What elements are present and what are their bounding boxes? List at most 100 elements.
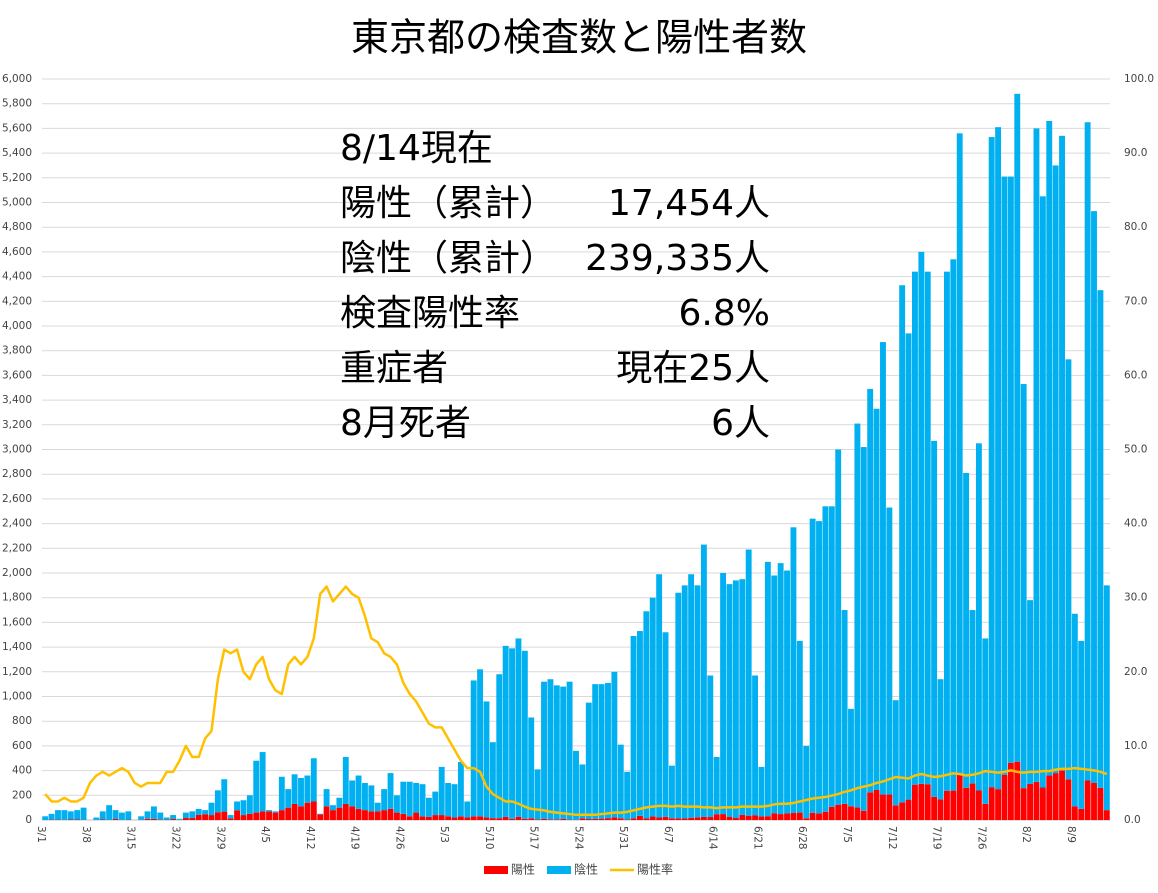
y2-tick-label: 50.0 [1124, 444, 1147, 456]
bar [221, 779, 227, 811]
bar [701, 817, 707, 820]
y-tick-label: 800 [12, 715, 32, 727]
y-tick-label: 2,200 [2, 542, 32, 554]
y-tick-label: 4,400 [2, 271, 32, 283]
bar [170, 815, 176, 819]
x-tick-label: 3/29 [214, 826, 226, 850]
y-tick-label: 4,800 [2, 221, 32, 233]
y-tick-label: 5,800 [2, 98, 32, 110]
bar [560, 819, 566, 820]
bar [675, 818, 681, 820]
bar [471, 680, 477, 816]
bar [765, 816, 771, 820]
bar [867, 792, 873, 820]
bar [656, 574, 662, 817]
bar [260, 752, 266, 811]
bar [592, 819, 598, 820]
bar [611, 817, 617, 820]
bar [311, 758, 317, 801]
bar [209, 815, 215, 820]
bar [637, 631, 643, 816]
bar [189, 818, 195, 820]
bar [1046, 776, 1052, 820]
y-tick-label: 5,400 [2, 147, 32, 159]
bar [1085, 122, 1091, 780]
bar [1034, 782, 1040, 820]
bar [822, 506, 828, 811]
bar [797, 641, 803, 813]
bar [362, 810, 368, 820]
x-tick-label: 5/24 [572, 826, 584, 850]
y2-tick-label: 60.0 [1124, 369, 1147, 381]
bar [151, 806, 157, 818]
bar [68, 811, 74, 819]
bar [656, 818, 662, 820]
bar [618, 818, 624, 820]
bar [119, 813, 125, 820]
bar [202, 814, 208, 820]
bar [803, 746, 809, 818]
bar [810, 519, 816, 813]
bar [637, 816, 643, 820]
annotation-label: 8月死者 [340, 403, 471, 444]
y2-tick-label: 90.0 [1124, 147, 1147, 159]
bar [349, 780, 355, 806]
bar [682, 819, 688, 820]
bar [106, 805, 112, 820]
bar [445, 816, 451, 820]
bar [209, 803, 215, 815]
bar [253, 761, 259, 813]
bar [336, 798, 342, 808]
bar [912, 272, 918, 785]
bar [432, 815, 438, 820]
bar [215, 790, 221, 812]
bar [1065, 359, 1071, 779]
bar [535, 819, 541, 820]
bar [912, 785, 918, 820]
y-tick-label: 0 [25, 814, 32, 826]
y-tick-label: 5,000 [2, 197, 32, 209]
bar [1040, 788, 1046, 820]
annotation-label: 8/14現在 [340, 128, 493, 169]
y2-tick-label: 80.0 [1124, 221, 1147, 233]
x-tick-label: 3/1 [35, 826, 47, 843]
x-tick-label: 4/19 [349, 826, 361, 850]
bar [490, 742, 496, 818]
bar [586, 819, 592, 820]
bar [535, 769, 541, 819]
legend-label: 陽性 [511, 863, 535, 877]
bar [1078, 809, 1084, 820]
bar [669, 818, 675, 820]
bar [976, 443, 982, 790]
bar [394, 795, 400, 812]
bar [1008, 177, 1014, 763]
bar [330, 810, 336, 820]
y-tick-label: 4,000 [2, 320, 32, 332]
bar [541, 682, 547, 819]
bar [1014, 94, 1020, 762]
bar [643, 611, 649, 818]
bar [893, 805, 899, 820]
bar [803, 818, 809, 820]
bar [298, 778, 304, 806]
chart-title: 東京都の検査数と陽性者数 [351, 16, 807, 60]
bar [452, 784, 458, 817]
y2-tick-label: 40.0 [1124, 518, 1147, 530]
y-tick-label: 2,400 [2, 518, 32, 530]
bar [886, 508, 892, 795]
bar [266, 810, 272, 811]
bar [906, 333, 912, 799]
bar [1021, 788, 1027, 820]
y-tick-label: 400 [12, 765, 32, 777]
bar [113, 819, 119, 820]
bar [771, 813, 777, 820]
bar [234, 810, 240, 820]
bar [925, 272, 931, 785]
bar [663, 632, 669, 817]
bar [752, 676, 758, 816]
bar [906, 800, 912, 820]
bar [317, 814, 323, 820]
bar [874, 790, 880, 820]
bar [867, 389, 873, 792]
bar [899, 285, 905, 802]
